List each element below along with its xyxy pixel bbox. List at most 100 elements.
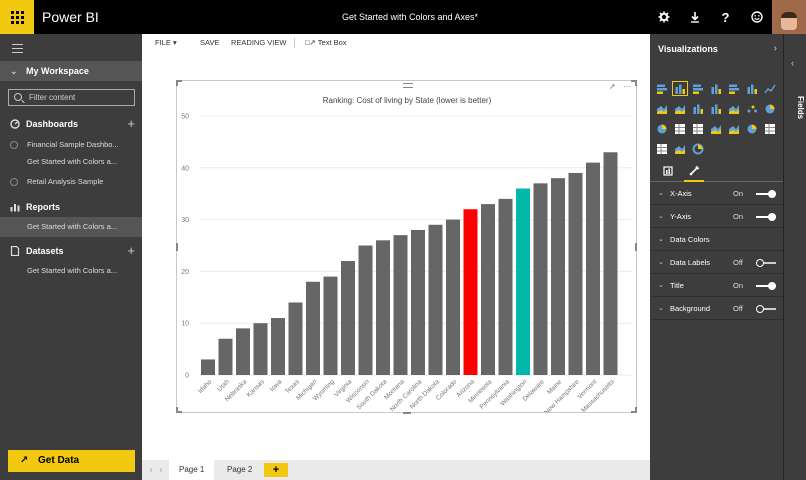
section-toggle[interactable] <box>756 259 776 267</box>
globe-map-icon[interactable] <box>655 122 669 135</box>
resize-corner-br[interactable] <box>631 407 637 413</box>
treemap-icon[interactable] <box>673 142 687 155</box>
filled-map-icon[interactable] <box>709 122 723 135</box>
bar[interactable] <box>288 302 303 375</box>
next-page-icon[interactable]: › <box>159 465 163 474</box>
dashboard-item[interactable]: Get Started with Colors a... <box>0 152 142 172</box>
hamburger-icon[interactable] <box>12 44 23 56</box>
help-icon[interactable]: ? <box>721 9 730 25</box>
smiley-icon[interactable] <box>741 0 772 34</box>
bar[interactable] <box>568 172 583 375</box>
collapse-pane-icon[interactable]: › <box>773 43 777 54</box>
reading-view-button[interactable]: READING VIEW <box>231 38 287 47</box>
pie-chart-icon[interactable] <box>763 102 777 115</box>
section-toggle[interactable] <box>756 305 776 313</box>
clustered-bar-icon[interactable] <box>691 82 705 95</box>
bar[interactable] <box>428 224 443 375</box>
chart-visual[interactable]: ➚ ··· Ranking: Cost of living by State (… <box>176 80 637 414</box>
bar[interactable] <box>376 240 390 375</box>
pin-icon[interactable]: ➚ <box>609 82 616 91</box>
bar[interactable] <box>271 318 285 375</box>
100-column-icon[interactable] <box>745 82 759 95</box>
format-section-y-axis[interactable]: ⌄ Y-Axis On <box>650 205 783 228</box>
expand-pane-icon[interactable]: ‹ <box>791 58 794 68</box>
file-menu[interactable]: FILE ▾ <box>155 34 177 52</box>
resize-handle-bottom[interactable] <box>403 412 411 414</box>
stacked-area-icon[interactable] <box>673 102 687 115</box>
format-section-data-labels[interactable]: ⌄ Data Labels Off <box>650 251 783 274</box>
line-column-icon[interactable] <box>691 102 705 115</box>
card-icon[interactable] <box>763 122 777 135</box>
section-toggle[interactable] <box>756 190 776 198</box>
clustered-column-icon[interactable] <box>709 82 723 95</box>
add-page-button[interactable]: + <box>264 463 288 477</box>
bar[interactable] <box>533 183 548 375</box>
dataset-item[interactable]: Get Started with Colors a... <box>0 261 142 281</box>
resize-handle-right[interactable] <box>635 243 637 251</box>
scatter-icon[interactable] <box>745 102 759 115</box>
bar[interactable] <box>323 276 338 375</box>
bar[interactable] <box>603 152 618 375</box>
add-dataset-icon[interactable]: + <box>127 243 135 258</box>
100-bar-icon[interactable] <box>727 82 741 95</box>
resize-handle-left[interactable] <box>176 243 178 251</box>
resize-corner-tr[interactable] <box>631 80 637 86</box>
bar[interactable] <box>551 178 565 375</box>
line-chart-icon[interactable] <box>763 82 777 95</box>
bar[interactable] <box>341 261 355 375</box>
text-box-button[interactable]: □↗ Text Box <box>305 34 347 52</box>
datasets-section[interactable]: Datasets + <box>0 242 142 260</box>
slicer-icon[interactable] <box>655 142 669 155</box>
stacked-bar-icon[interactable] <box>655 82 669 95</box>
bar[interactable] <box>236 328 250 375</box>
matrix-icon[interactable] <box>691 122 705 135</box>
reports-section[interactable]: Reports <box>0 198 142 216</box>
resize-corner-tl[interactable] <box>176 80 182 86</box>
app-launcher-button[interactable] <box>0 0 34 34</box>
line-clustered-icon[interactable] <box>709 102 723 115</box>
section-toggle[interactable] <box>756 213 776 221</box>
resize-corner-bl[interactable] <box>176 407 182 413</box>
area-chart-icon[interactable] <box>655 102 669 115</box>
ribbon-chart-icon[interactable] <box>727 102 741 115</box>
bar[interactable] <box>463 209 478 375</box>
page-tab[interactable]: Page 2 <box>227 465 253 474</box>
bar[interactable] <box>516 188 530 375</box>
donut-icon[interactable] <box>691 142 705 155</box>
my-workspace[interactable]: ⌄ My Workspace <box>0 61 142 81</box>
dashboard-item[interactable]: Retail Analysis Sample <box>0 172 142 192</box>
bar[interactable] <box>306 281 320 375</box>
save-button[interactable]: SAVE <box>200 38 220 47</box>
bar[interactable] <box>586 162 600 375</box>
download-icon[interactable] <box>679 0 710 34</box>
bar[interactable] <box>481 204 495 375</box>
gauge-icon[interactable] <box>745 122 759 135</box>
bar[interactable] <box>358 245 373 376</box>
fields-pane-collapsed[interactable]: ‹ Fields <box>783 34 806 480</box>
fields-tab[interactable] <box>658 160 678 182</box>
format-section-title[interactable]: ⌄ Title On <box>650 274 783 297</box>
add-dashboard-icon[interactable]: + <box>127 116 135 131</box>
get-data-button[interactable]: ↗ Get Data <box>8 450 135 472</box>
bar[interactable] <box>411 229 425 375</box>
prev-page-icon[interactable]: ‹ <box>149 465 153 474</box>
format-tab[interactable] <box>684 160 704 182</box>
bar[interactable] <box>498 198 513 375</box>
bar[interactable] <box>218 338 233 375</box>
bar[interactable] <box>393 235 408 375</box>
funnel-icon[interactable] <box>727 122 741 135</box>
dashboards-section[interactable]: Dashboards + <box>0 115 142 133</box>
more-options-icon[interactable]: ··· <box>623 82 631 91</box>
filter-content-input[interactable]: Filter content <box>8 89 135 106</box>
table-icon[interactable] <box>673 122 687 135</box>
page-tab[interactable]: Page 1 <box>169 460 215 480</box>
user-avatar[interactable] <box>772 0 806 34</box>
stacked-column-icon[interactable] <box>672 81 688 96</box>
bar[interactable] <box>253 323 268 375</box>
format-section-data-colors[interactable]: ⌄ Data Colors <box>650 228 783 251</box>
gear-icon[interactable] <box>648 0 679 34</box>
drag-grip-icon[interactable] <box>403 83 413 88</box>
report-item[interactable]: Get Started with Colors a... <box>0 217 142 237</box>
bar[interactable] <box>201 359 215 375</box>
dashboard-item[interactable]: Financial Sample Dashbo... <box>0 135 142 155</box>
